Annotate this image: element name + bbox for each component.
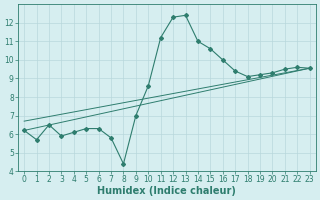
X-axis label: Humidex (Indice chaleur): Humidex (Indice chaleur): [98, 186, 236, 196]
